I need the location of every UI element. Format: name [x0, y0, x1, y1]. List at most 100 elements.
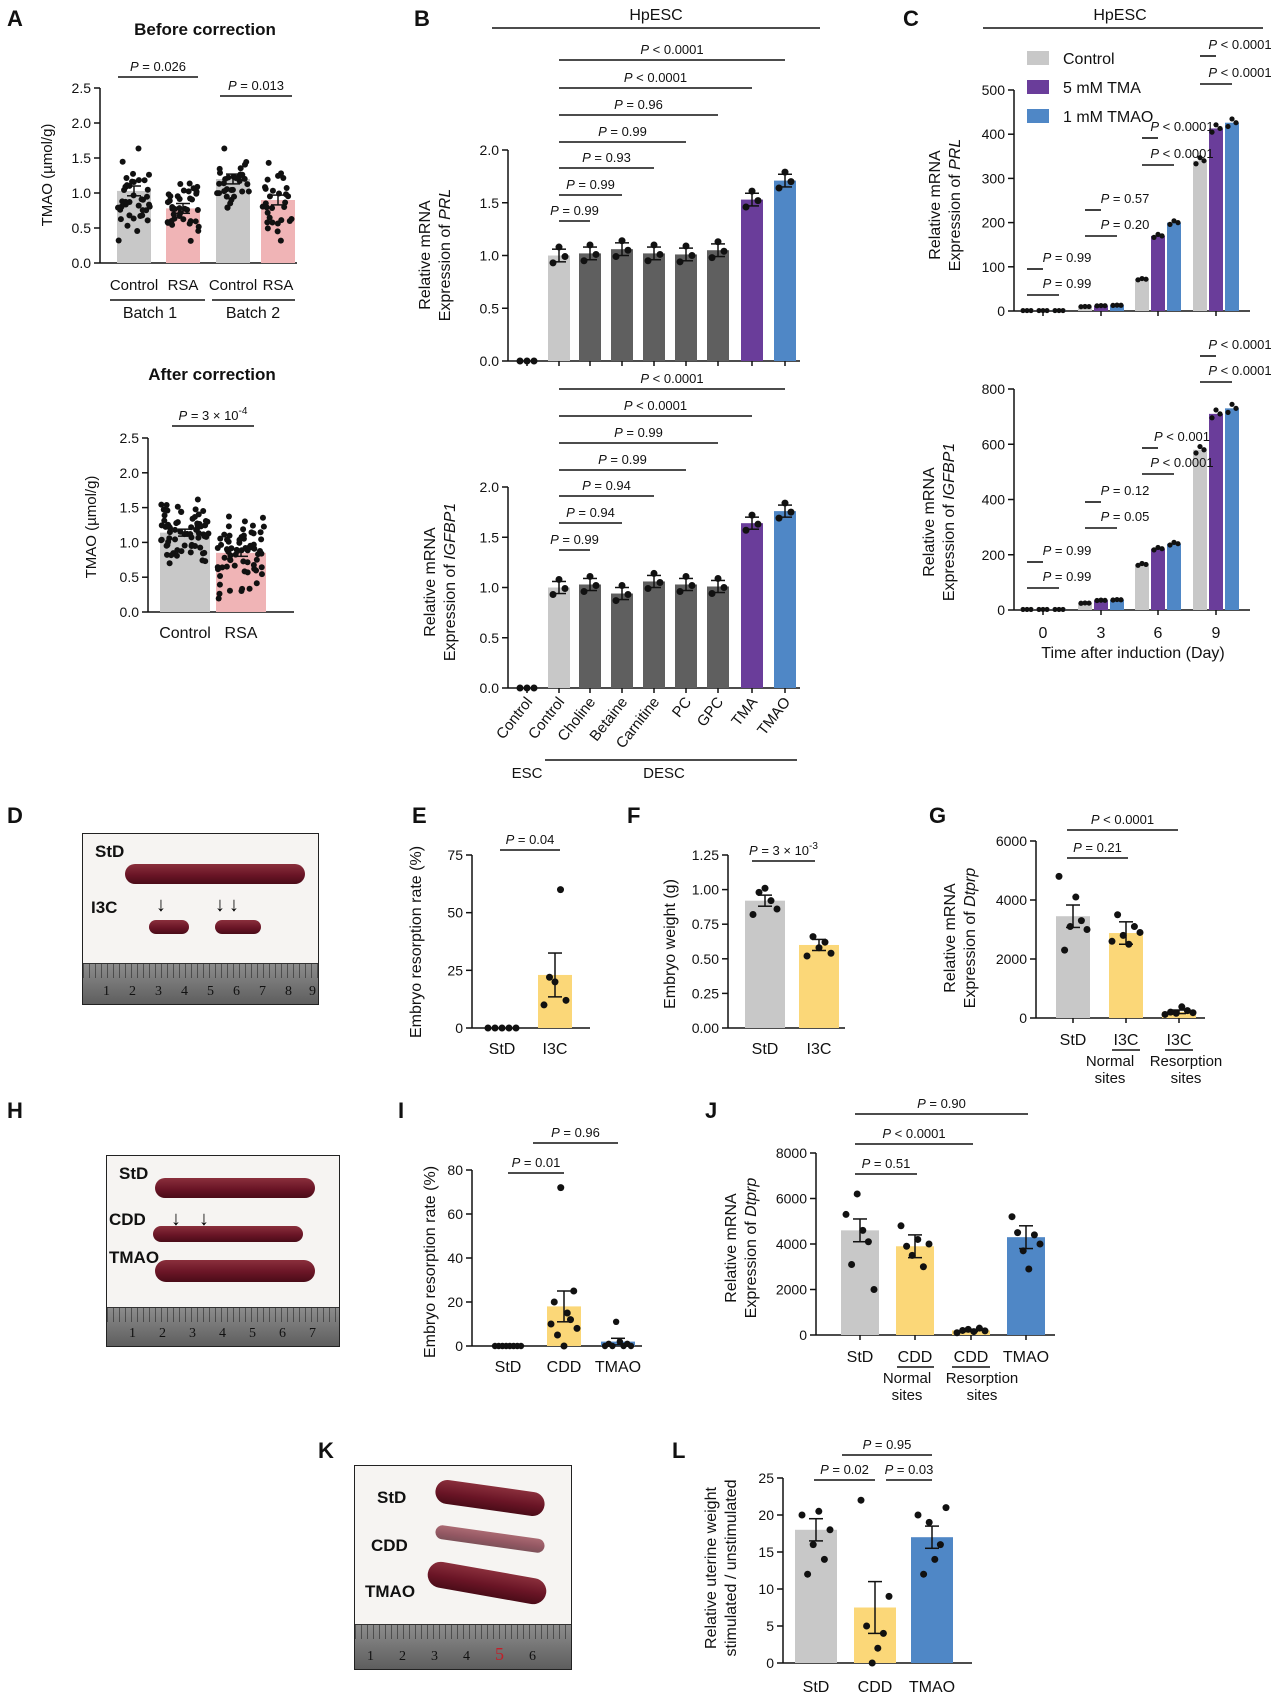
y-tick-label: 1.0: [480, 580, 500, 596]
bar: [745, 900, 785, 1028]
bar: [1225, 408, 1239, 610]
data-point: [192, 542, 199, 549]
data-point: [161, 517, 168, 524]
bar: [675, 254, 697, 361]
x-tick-label: CDD: [898, 1349, 933, 1366]
data-point: [1151, 234, 1157, 240]
x-tick-label: I3C: [807, 1041, 832, 1058]
data-point: [627, 1342, 635, 1350]
y-tick-label: 2000: [996, 951, 1027, 967]
data-point: [1225, 123, 1231, 130]
data-point: [555, 575, 563, 583]
data-point: [682, 242, 690, 250]
data-point: [1197, 155, 1203, 161]
y-tick-label: 0.5: [480, 630, 500, 646]
bar: [1056, 916, 1090, 1018]
data-point: [1175, 541, 1181, 547]
p-value-label: P = 0.12: [1101, 483, 1150, 498]
data-point: [1172, 1009, 1180, 1017]
data-point: [269, 205, 276, 212]
data-point: [161, 512, 168, 519]
data-point: [498, 1024, 506, 1032]
data-point: [170, 211, 177, 218]
y-axis-title: Relative mRNA: [927, 150, 944, 260]
p-value-label: P < 0.0001: [1208, 65, 1271, 80]
data-point: [264, 209, 271, 216]
y-axis-title: Expression of PRL: [947, 139, 964, 272]
data-point: [1055, 872, 1063, 880]
data-point: [283, 185, 290, 192]
y-tick-label: 0: [455, 1338, 463, 1354]
group-label: ESC: [512, 765, 543, 782]
y-tick-label: 50: [447, 905, 463, 921]
data-point: [177, 181, 184, 188]
p-value-label: P = 0.90: [917, 1096, 966, 1111]
legend-label: 5 mM TMA: [1063, 80, 1141, 97]
data-point: [1082, 303, 1088, 310]
data-point: [1061, 946, 1069, 954]
p-value-label: P = 0.01: [512, 1155, 561, 1170]
bar: [611, 249, 633, 361]
data-point: [240, 526, 247, 533]
bar: [1209, 128, 1223, 311]
ruler-number: 3: [155, 984, 162, 999]
data-point: [530, 357, 538, 365]
data-point: [742, 526, 750, 534]
data-point: [612, 1318, 620, 1326]
x-tick-label: Control: [159, 625, 211, 642]
y-tick-label: 0: [1019, 1010, 1027, 1026]
bar: [675, 584, 697, 688]
data-point: [708, 254, 716, 262]
y-axis-title: Relative mRNA: [422, 527, 439, 637]
data-point: [809, 933, 817, 941]
data-point: [1171, 218, 1177, 224]
x-tick-label: Control: [209, 277, 257, 294]
data-point: [848, 1260, 856, 1268]
data-point: [570, 1287, 578, 1295]
data-point: [1119, 931, 1127, 939]
bar: [1209, 413, 1223, 610]
p-value-label: P < 0.0001: [1208, 337, 1271, 352]
y-tick-label: 1.0: [120, 534, 140, 550]
panel-letter-h: H: [7, 1098, 23, 1123]
data-point: [1083, 926, 1091, 933]
data-point: [787, 178, 795, 186]
header-label: HpESC: [1093, 7, 1146, 24]
p-value-label: P = 0.05: [1101, 509, 1150, 524]
ruler-number: 3: [189, 1326, 196, 1341]
data-point: [512, 1024, 520, 1032]
data-point: [219, 564, 226, 571]
data-point: [612, 253, 620, 261]
data-point: [145, 171, 152, 178]
data-point: [1052, 307, 1058, 314]
y-tick-label: 0.75: [692, 916, 719, 932]
data-point: [1229, 116, 1235, 122]
data-point: [551, 978, 559, 986]
data-point: [200, 508, 207, 515]
data-point: [248, 529, 255, 536]
data-point: [1118, 597, 1124, 603]
data-point: [1024, 307, 1030, 314]
x-tick-label: CDD: [547, 1359, 582, 1376]
data-point: [970, 1328, 978, 1336]
y-tick-label: 400: [982, 126, 1006, 142]
y-tick-label: 200: [982, 215, 1006, 231]
data-point: [1040, 307, 1046, 314]
data-point: [505, 1024, 513, 1032]
ruler-number: 4: [219, 1326, 226, 1341]
data-point: [258, 564, 265, 571]
data-point: [130, 215, 137, 222]
y-tick-label: 2.5: [72, 80, 92, 96]
bar: [1007, 1237, 1045, 1335]
data-point: [914, 1235, 922, 1243]
data-point: [1136, 928, 1144, 936]
bar: [1110, 599, 1124, 610]
ruler-number: 2: [399, 1649, 406, 1664]
data-point: [656, 250, 664, 258]
data-point: [931, 1555, 939, 1563]
bar: [1110, 305, 1124, 311]
p-value-label: P = 0.99: [1043, 250, 1092, 265]
data-point: [688, 581, 696, 589]
p-value-label: P = 0.20: [1101, 217, 1150, 232]
data-point: [1139, 560, 1145, 567]
